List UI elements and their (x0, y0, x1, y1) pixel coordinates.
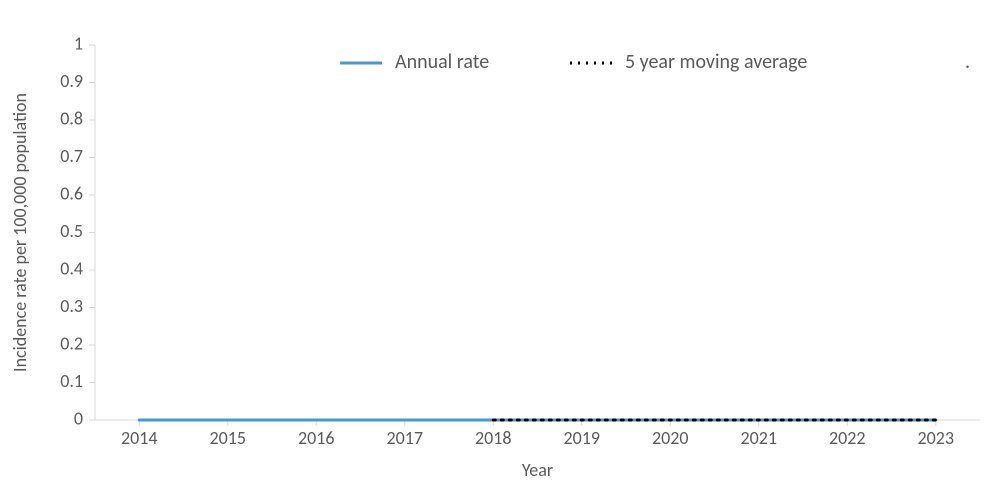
x-tick-label: 2017 (387, 427, 424, 449)
incidence-rate-chart: 0 0.1 0.2 0.3 0.4 0.5 0.6 0.7 0.8 0.9 1 2014 2015 201… (0, 0, 1000, 502)
y-tick-label: 1 (74, 32, 83, 54)
x-tick-label: 2022 (829, 427, 866, 449)
legend-label: Annual rate (395, 50, 489, 74)
x-axis-title: Year (522, 459, 553, 481)
chart-svg: 0 0.1 0.2 0.3 0.4 0.5 0.6 0.7 0.8 0.9 1 2014 2015 201… (0, 0, 1000, 502)
x-tick-label: 2020 (652, 427, 689, 449)
x-tick-label: 2023 (918, 427, 955, 449)
x-tick-label: 2014 (121, 427, 158, 449)
y-tick-label: 0.4 (60, 257, 83, 279)
y-tick-label: 0 (74, 407, 83, 429)
y-tick-label: 0.3 (60, 295, 83, 317)
y-tick-label: 0.7 (60, 145, 83, 167)
legend-label: 5 year moving average (625, 50, 807, 74)
y-tick-label: 0.2 (60, 332, 83, 354)
x-tick-label: 2019 (564, 427, 601, 449)
y-axis-title: Incidence rate per 100,000 population (9, 93, 31, 372)
y-tick-label: 0.1 (60, 370, 83, 392)
y-tick-label: 0.8 (60, 107, 83, 129)
x-tick-label: 2021 (741, 427, 778, 449)
x-tick-label: 2018 (475, 427, 512, 449)
y-tick-label: 0.9 (60, 70, 83, 92)
x-tick-label: 2015 (210, 427, 247, 449)
legend-trailing-dot: . (965, 50, 970, 74)
y-tick-label: 0.5 (60, 220, 83, 242)
x-tick-label: 2016 (298, 427, 335, 449)
y-tick-label: 0.6 (60, 182, 83, 204)
